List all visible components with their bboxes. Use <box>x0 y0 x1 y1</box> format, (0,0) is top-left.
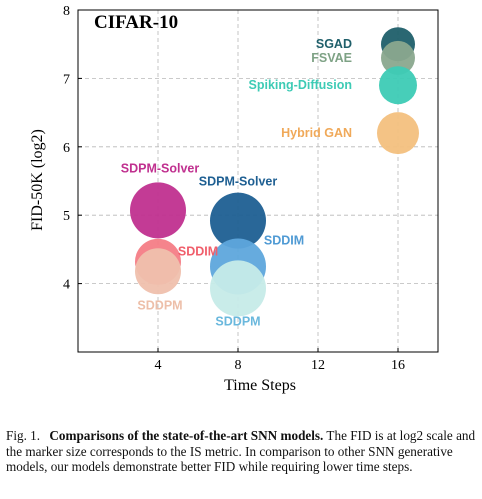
point-label: SDDPM <box>215 314 260 328</box>
point-label: SDPM-Solver <box>199 175 278 189</box>
y-tick-label: 5 <box>63 209 70 224</box>
marker-sddpm <box>135 248 181 295</box>
point-label: SDDIM <box>178 245 218 259</box>
y-tick-label: 8 <box>63 4 70 19</box>
chart-title: CIFAR-10 <box>94 12 178 33</box>
point-label: SGAD <box>316 37 352 51</box>
y-tick-label: 6 <box>63 141 70 156</box>
y-tick-label: 7 <box>63 72 70 87</box>
marker-sdpm-solver <box>130 182 186 239</box>
point-label: Spiking-Diffusion <box>249 78 352 92</box>
point-label: SDDPM <box>137 298 182 312</box>
point-label: SDPM-Solver <box>121 161 200 175</box>
marker-sdpm-solver <box>210 192 266 249</box>
y-axis-label: FID-50K (log2) <box>29 129 46 231</box>
point-label: SDDIM <box>264 234 304 248</box>
data-points <box>130 27 419 317</box>
axis-ticks: 4 8 12 16 4 5 6 7 8 <box>63 4 405 373</box>
figure-caption: Fig. 1. Comparisons of the state-of-the-… <box>6 428 478 475</box>
caption-title: Comparisons of the state-of-the-art SNN … <box>49 428 324 443</box>
point-label: FSVAE <box>311 51 352 65</box>
caption-fig-label: Fig. 1. <box>6 428 41 443</box>
x-tick-label: 4 <box>155 358 162 373</box>
x-tick-label: 8 <box>235 358 242 373</box>
x-tick-label: 16 <box>391 358 405 373</box>
caption-body: The FID is at log2 scale and the marker … <box>6 428 476 475</box>
marker-spiking-diffusion <box>379 66 417 105</box>
marker-hybrid-gan <box>377 112 419 155</box>
marker-fsvae <box>381 40 415 75</box>
y-tick-label: 4 <box>63 278 70 293</box>
marker-sddpm <box>210 260 266 317</box>
x-tick-label: 12 <box>311 358 325 373</box>
x-axis-label: Time Steps <box>224 377 296 394</box>
plot-frame <box>77 9 439 353</box>
point-label: Hybrid GAN <box>281 126 352 140</box>
